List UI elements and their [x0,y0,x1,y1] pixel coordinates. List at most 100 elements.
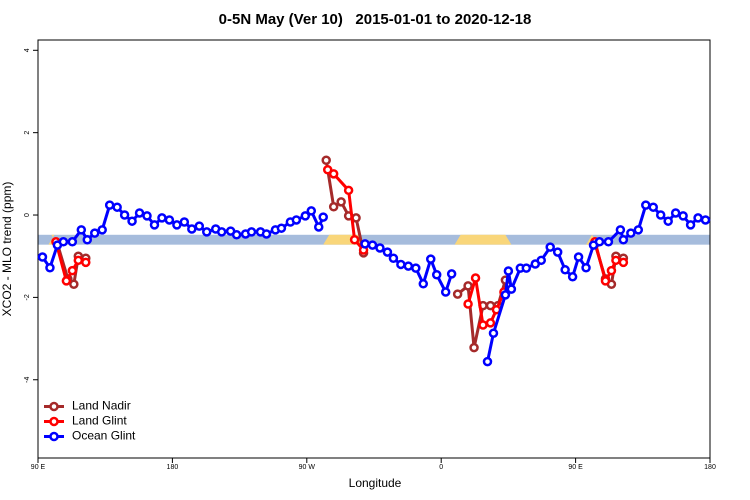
series-point [328,169,339,179]
series-point [231,230,242,240]
series-point [521,263,532,273]
series-point [61,276,72,286]
x-tick-label: 180 [704,464,716,471]
series-point [545,242,555,252]
series-point [58,237,69,247]
series-point [69,279,79,289]
series-point [201,227,212,237]
series-point [670,208,681,218]
series-point [648,202,659,212]
series-point [194,221,205,231]
y-axis-label: XCO2 - MLO trend (ppm) [0,182,14,317]
x-tick-label: 90 E [31,464,46,471]
series-point [104,200,115,210]
series-point [336,197,346,207]
legend-marker [49,401,59,412]
series-point [700,215,711,225]
series-point [73,255,84,266]
series-point [149,220,160,230]
series-point [678,211,688,221]
series-point [67,237,78,247]
legend-label: Land Nadir [72,399,131,413]
series-point [388,253,399,264]
series-point [500,290,511,300]
series-point [482,356,493,367]
series-point [134,208,145,218]
series-point [81,257,91,268]
series-point [463,281,473,291]
series-point [306,206,317,216]
series-point [97,225,107,235]
series-point [606,265,617,276]
series-point [367,240,378,250]
series-point [440,287,451,297]
series-point [573,252,584,262]
series-point [172,220,182,230]
series-point [503,266,514,276]
series-point [89,228,100,238]
series-point [463,299,473,309]
series-point [328,202,339,212]
series-point [45,262,55,273]
legend-label: Ocean Glint [72,429,136,443]
series-point [76,225,87,235]
series-point [603,237,614,247]
series-point [216,227,227,237]
series-point [291,215,302,225]
series-point [615,225,626,235]
series-point [567,272,578,282]
series-point [425,254,436,264]
land-band [454,234,512,245]
series-point [536,255,547,266]
series-point [470,273,481,283]
series-point [478,320,488,330]
series-point [119,210,130,220]
series-line [55,160,624,348]
series-point [179,217,190,227]
series-point [641,200,651,210]
series-point [618,234,629,245]
legend-marker [49,431,59,442]
series-point [560,265,570,275]
series-point [446,269,457,279]
series-point [618,257,629,268]
series-point [431,269,442,280]
series-point [349,234,360,245]
x-tick-label: 90 E [568,464,583,471]
plot-frame [37,39,711,459]
series-point [552,247,563,257]
series-line [54,168,624,327]
legend-label: Land Glint [72,414,127,428]
series-point [246,227,257,237]
series-point [187,224,197,234]
series-point [626,228,636,238]
series-point [411,263,421,273]
series-point [396,259,406,270]
series-point [469,342,479,353]
series-point [488,328,499,338]
x-tick-label: 0 [439,464,443,471]
x-tick-label: 180 [167,464,179,471]
y-tick-label: 4 [24,48,31,52]
series-point [37,252,48,262]
series-point [112,202,122,212]
series-point [322,164,333,175]
series-point [581,262,591,273]
series-point [655,210,666,220]
y-tick-label: -4 [24,377,31,383]
legend-marker [49,416,59,427]
series-point [343,185,354,196]
series-point [318,212,328,222]
series-point [600,276,611,286]
series-point [321,155,331,166]
series-point [611,255,621,266]
series-point [67,265,78,276]
y-tick-label: -2 [24,294,31,300]
series-point [693,213,703,223]
series-point [485,318,496,328]
series-point [300,211,311,221]
series-point [418,279,429,289]
series-point [164,215,175,225]
series-point [360,239,370,249]
